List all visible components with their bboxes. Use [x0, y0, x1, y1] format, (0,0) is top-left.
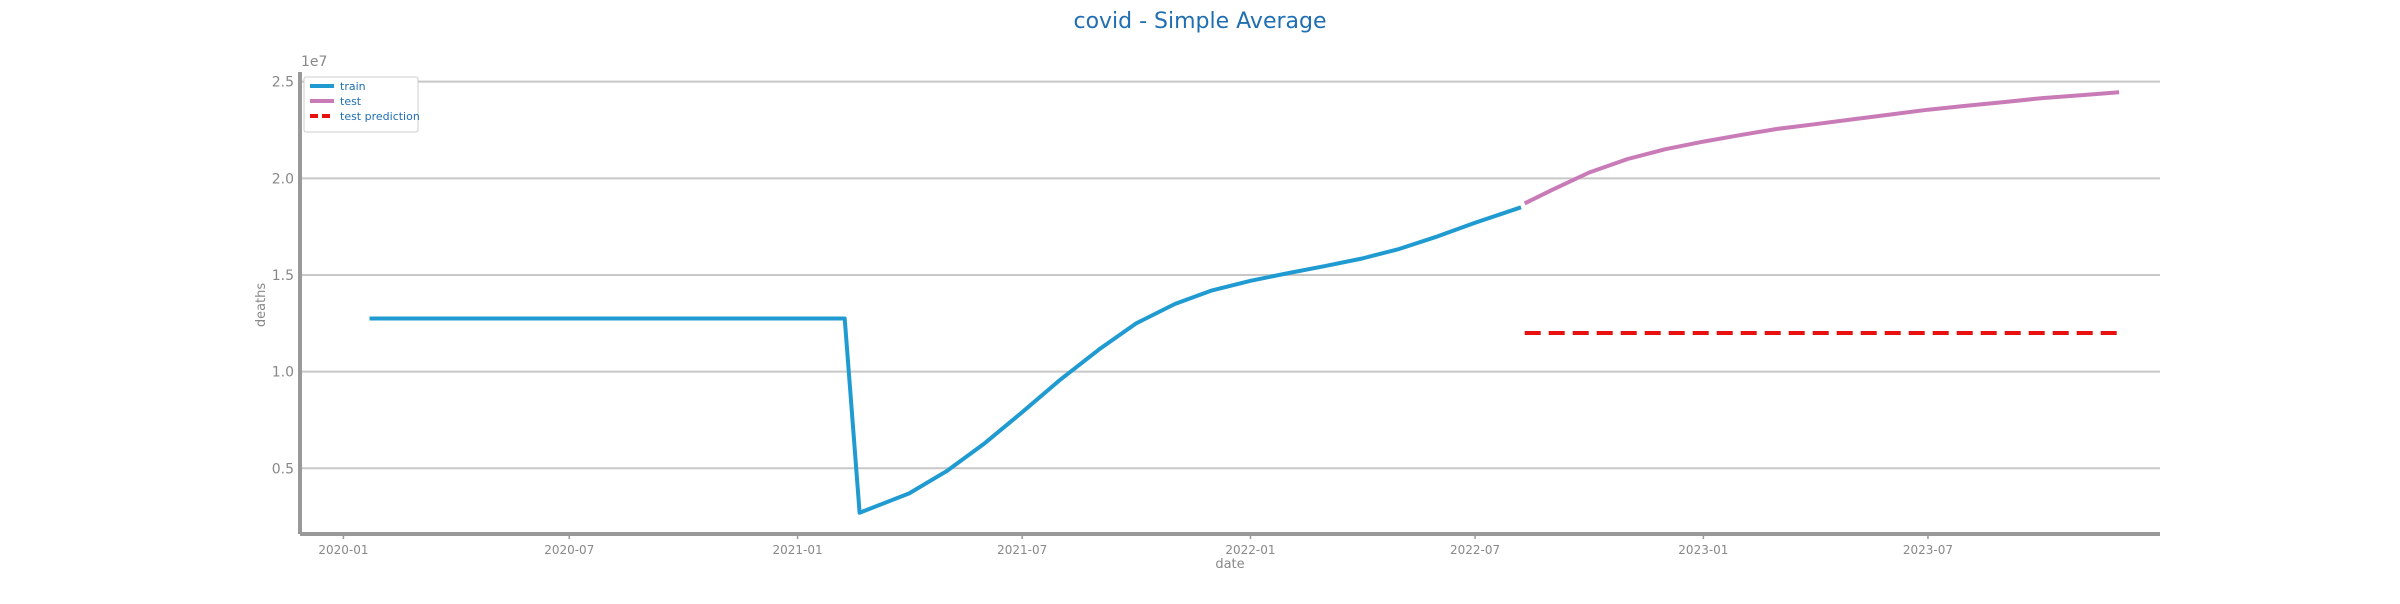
y-tick-label: 1.0: [272, 365, 294, 381]
legend: train test test prediction: [303, 76, 420, 133]
x-tick-label: 2020-07: [544, 543, 594, 557]
tick-labels: 0.5 1.0 1.5 2.0 2.5 2020-01 2020-07 2021-01 2021…: [272, 75, 1953, 557]
x-tick-label: 2021-07: [997, 543, 1047, 557]
chart-title: covid - Simple Average: [1073, 9, 1326, 34]
legend-label: test prediction: [340, 110, 420, 123]
x-tick-label: 2020-01: [318, 543, 368, 557]
x-tick-label: 2023-07: [1903, 543, 1953, 557]
legend-label: test: [340, 95, 362, 108]
x-tick-label: 2022-01: [1225, 543, 1275, 557]
y-axis-offset-label: 1e7: [301, 54, 327, 70]
x-tick-label: 2022-07: [1450, 543, 1500, 557]
y-tick-label: 2.0: [272, 171, 294, 187]
grid-lines: [300, 80, 2160, 470]
series-line-train: [369, 205, 1522, 515]
y-tick-label: 1.5: [272, 268, 294, 284]
x-tick-label: 2023-01: [1678, 543, 1728, 557]
y-tick-label: 2.5: [272, 75, 294, 91]
legend-box: [303, 76, 419, 133]
x-tick-label: 2021-01: [773, 543, 823, 557]
axes: [298, 72, 2160, 539]
series-lines: [369, 90, 2120, 515]
x-axis-label: date: [1215, 557, 1244, 572]
legend-label: train: [340, 80, 366, 93]
y-tick-label: 0.5: [272, 461, 294, 477]
y-axis-label: deaths: [254, 283, 269, 328]
series-line-test: [1523, 90, 2120, 206]
